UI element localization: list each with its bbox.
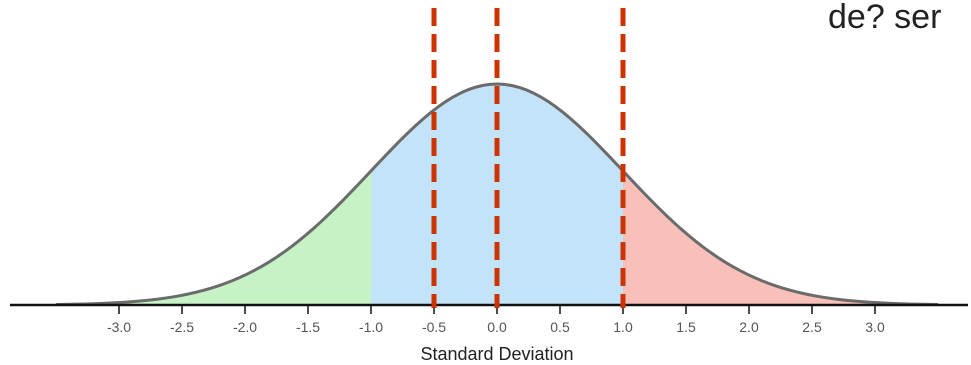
x-axis-title: Standard Deviation <box>420 344 573 364</box>
x-axis-ticks: -3.0 -2.5 -2.0 -1.5 -1.0 -0.5 0.0 0.5 1.0 1.5 2.0 2… <box>107 305 885 335</box>
reference-lines <box>431 8 626 308</box>
tick-label: -3.0 <box>107 319 131 335</box>
tick-label: -1.5 <box>296 319 320 335</box>
tick-label: 2.5 <box>802 319 822 335</box>
density-curve <box>55 82 939 307</box>
tick-label: -1.0 <box>359 319 383 335</box>
tick-label: 1.5 <box>676 319 696 335</box>
tick-label: 3.0 <box>865 319 885 335</box>
corner-text-fragment: de? ser <box>828 0 941 36</box>
tick-label: -2.0 <box>233 319 257 335</box>
tick-label: -2.5 <box>170 319 194 335</box>
tick-label: 0.0 <box>487 319 507 335</box>
tick-label: 2.0 <box>739 319 759 335</box>
tick-label: 1.0 <box>613 319 633 335</box>
tick-label: 0.5 <box>550 319 570 335</box>
tick-label: -0.5 <box>422 319 446 335</box>
region-0 <box>56 170 371 305</box>
region-2 <box>623 170 938 305</box>
